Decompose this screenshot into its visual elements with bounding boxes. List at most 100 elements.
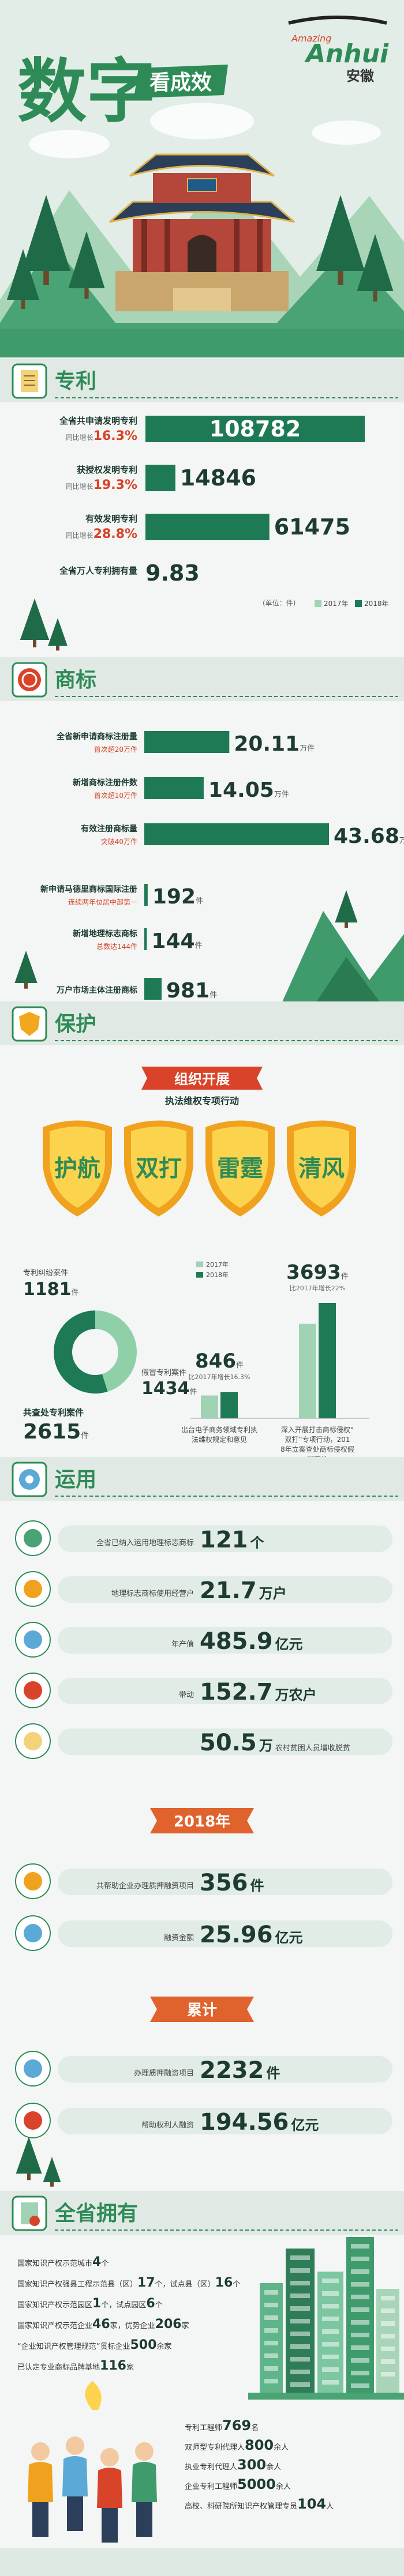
asset-number: 4 <box>92 2255 101 2269</box>
section-band <box>0 657 404 701</box>
window <box>351 2345 369 2350</box>
case-number: 2615 <box>23 1420 81 1444</box>
asset-line: 国家知识产权示范城市4个 <box>17 2255 109 2269</box>
tree <box>68 231 105 288</box>
asset-line: “企业知识产权管理规范”贯标企业500余家 <box>17 2338 171 2352</box>
value-unit: 件 <box>250 1878 264 1894</box>
section-band <box>0 2191 404 2235</box>
person-head <box>100 2448 119 2466</box>
value-number: 50.5 <box>200 1730 257 1756</box>
row-icon <box>24 1732 42 1750</box>
section-title: 商标 <box>55 668 96 692</box>
bar <box>201 1395 218 1418</box>
bar <box>144 731 230 753</box>
asset-line: 企业专利工程师5000余人 <box>185 2476 291 2492</box>
asset-number: 104 <box>297 2496 326 2512</box>
temple-column <box>141 219 147 272</box>
growth-label: 同比增长 <box>66 434 93 442</box>
row-value: 121 个 <box>200 1527 265 1553</box>
value-unit: 件 <box>236 1361 244 1370</box>
row-label: 新申请马德里商标国际注册 <box>40 884 137 894</box>
tree <box>43 2157 61 2182</box>
row-icon <box>24 2059 42 2078</box>
banner-text: 累计 <box>187 2002 217 2019</box>
bar-value: 14846 <box>180 465 256 491</box>
caption-line: 法维权规定和意见 <box>192 1435 247 1444</box>
asset-line: 国家知识产权示范企业46家，优势企业206家 <box>17 2317 189 2332</box>
asset-text: 家，优势企业 <box>110 2321 155 2330</box>
ground <box>0 2548 404 2576</box>
window <box>290 2281 310 2285</box>
asset-line: 双师型专利代理人800余人 <box>185 2437 289 2453</box>
tree-trunk <box>43 271 49 285</box>
person-body <box>62 2456 88 2496</box>
window <box>381 2296 395 2300</box>
growth-label: 同比增长 <box>66 532 93 540</box>
growth-value: 28.8% <box>93 527 137 541</box>
window <box>264 2328 278 2333</box>
grass <box>0 329 404 357</box>
window <box>351 2333 369 2337</box>
title-main: 数字 <box>17 52 156 132</box>
section-icon <box>29 2216 40 2226</box>
donut-slice <box>95 1310 137 1392</box>
asset-text: 余人 <box>266 2462 281 2472</box>
bar-value: 14.05万件 <box>208 778 289 802</box>
temple-plaque <box>187 178 217 192</box>
window <box>290 2268 310 2273</box>
case-number: 1434 <box>141 1379 190 1399</box>
asset-line: 国家知识产权强县工程示范县（区）17个，试点县（区）16个 <box>17 2276 240 2290</box>
bar <box>144 823 329 845</box>
value-unit: 万件 <box>274 790 289 799</box>
row-growth: 同比增长28.8% <box>66 527 137 541</box>
case-label: 共查处专利案件 <box>23 1407 84 1418</box>
value-unit: 件 <box>196 897 203 906</box>
bar-growth: 比2017年增长16.3% <box>189 1373 250 1381</box>
row-note: 突破40万件 <box>101 837 137 846</box>
legend-label: 2017年 <box>206 1260 229 1268</box>
legend-swatch <box>315 600 321 607</box>
growth-value: 16.3% <box>93 429 137 443</box>
asset-number: 46 <box>92 2317 110 2332</box>
case-label: 假冒专利案件 <box>141 1369 186 1377</box>
logo-roof <box>288 16 387 25</box>
asset-number: 16 <box>215 2276 233 2290</box>
asset-line: 执业专利代理人300余人 <box>185 2457 281 2473</box>
banner <box>150 1997 254 2022</box>
building <box>376 2289 399 2393</box>
lightbulb <box>85 2381 102 2410</box>
asset-text: 高校、科研院所知识产权管理专员 <box>185 2502 297 2511</box>
row-label: 全省已纳入运用地理标志商标 <box>96 1538 194 1547</box>
asset-text: 名 <box>251 2423 259 2432</box>
row-label: 帮助权利人融资 <box>141 2121 194 2130</box>
row-label: 新增商标注册件数 <box>73 778 138 788</box>
shield-inner <box>294 1127 349 1208</box>
tree <box>48 618 68 646</box>
case-value: 1434件 <box>141 1379 197 1399</box>
section-title: 全省拥有 <box>54 2201 138 2225</box>
tree-trunk <box>24 983 28 989</box>
asset-line: 已认定专业商标品牌基地116家 <box>17 2359 134 2373</box>
tree <box>7 249 39 300</box>
value-unit: 亿元 <box>291 2117 319 2133</box>
window <box>290 2332 310 2336</box>
row-band <box>58 1869 392 1895</box>
tree-trunk <box>345 922 348 928</box>
logo-name: Anhui <box>304 39 389 69</box>
asset-number: 5000 <box>237 2476 276 2492</box>
row-label: 万户市场主体注册商标 <box>56 985 137 995</box>
title-ribbon-text: 看成效 <box>149 71 212 95</box>
banner-text: 2018年 <box>174 1813 230 1831</box>
row-value: 152.7 万农户 <box>200 1679 317 1705</box>
section-band <box>0 1001 404 1045</box>
asset-number: 206 <box>155 2317 182 2332</box>
case-value: 2615件 <box>23 1420 89 1444</box>
row-label: 获授权发明专利 <box>77 465 137 475</box>
tree-trunk <box>56 646 59 651</box>
asset-text: 个 <box>233 2280 240 2289</box>
asset-text: 家 <box>182 2321 189 2330</box>
window <box>351 2282 369 2287</box>
row-label: 地理标志商标使用经营户 <box>111 1589 194 1598</box>
cloud <box>150 103 254 140</box>
